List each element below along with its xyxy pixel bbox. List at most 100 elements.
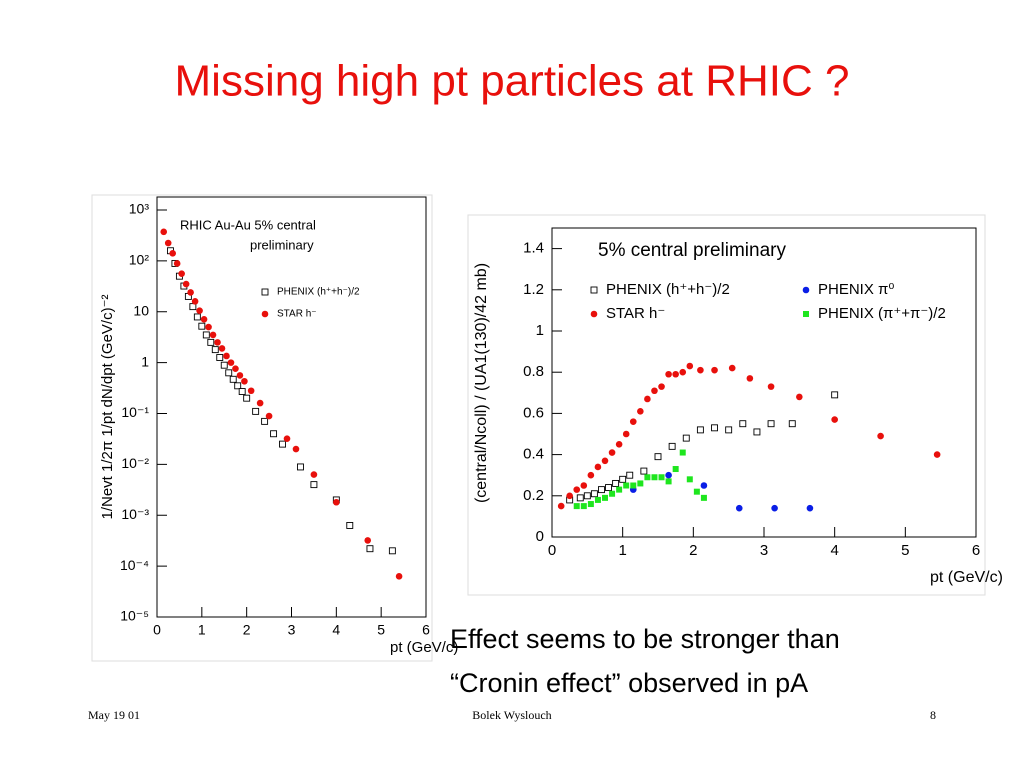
data-point [831,391,839,399]
data-point [725,426,733,434]
y-tick-label: 0.4 [523,446,544,463]
data-point [598,486,605,494]
data-point [630,482,637,489]
data-point [615,441,623,448]
data-point [700,494,707,501]
data-point [629,418,637,425]
data-point [292,445,300,453]
data-point [623,482,630,489]
data-point [160,228,168,236]
data-point [594,496,601,503]
x-tick-label: 4 [332,622,340,638]
x-axis-label: pt (GeV/c) [930,569,1003,586]
y-tick-label: 10⁻⁵ [120,608,149,624]
data-point [767,420,775,428]
legend-marker [803,311,809,317]
annotation: 5% central preliminary [598,240,786,261]
data-point [767,383,775,390]
data-point [193,313,201,321]
data-point [200,316,208,323]
legend-marker [590,310,598,318]
data-point [211,346,219,354]
data-point [665,370,672,378]
data-point [746,375,754,382]
data-point [619,475,627,483]
data-point [877,432,884,440]
data-point [169,249,176,257]
data-point [178,270,185,277]
data-point [590,490,598,498]
data-point [388,547,396,555]
legend-label: PHENIX (h⁺+h⁻)/2 [277,287,360,298]
data-point [182,280,190,288]
data-point [693,488,700,495]
data-point [622,430,630,438]
x-axis-label: pt (GeV/c) [390,639,458,656]
data-point [310,481,318,489]
data-point [207,338,215,346]
data-point [229,375,237,383]
y-tick-label: 10⁻³ [121,506,149,522]
data-point [247,387,255,395]
data-point [580,482,588,489]
y-tick-label: 1 [536,322,544,339]
data-point [297,463,304,471]
x-tick-label: 6 [972,542,980,559]
y-tick-label: 10⁻² [121,455,149,471]
x-tick-label: 1 [618,542,626,559]
data-point [209,331,217,339]
x-tick-label: 5 [901,542,909,559]
data-point [651,474,658,481]
data-point [696,426,704,434]
y-tick-label: 10² [129,252,150,268]
data-point [711,366,718,374]
footer-date: May 19 01 [88,708,140,722]
x-tick-label: 5 [377,622,385,638]
x-tick-label: 4 [830,542,838,559]
data-point [270,430,278,438]
data-point [366,545,374,553]
data-point [831,416,838,423]
x-tick-label: 3 [288,622,296,638]
data-point [205,323,212,331]
legend-label: STAR h⁻ [606,305,665,322]
data-point [364,537,372,544]
data-point [236,372,244,379]
data-point [587,471,595,479]
data-point [644,474,651,481]
data-point [220,361,228,369]
y-tick-label: 10³ [129,201,150,217]
legend-marker [261,310,269,318]
data-point [679,368,687,376]
annotation: preliminary [250,237,314,252]
data-point [605,484,612,492]
data-point [616,486,623,493]
y-tick-label: 1 [141,353,149,369]
data-point [218,345,226,352]
legend-label: PHENIX (h⁺+h⁻)/2 [606,281,730,298]
data-point [644,395,651,403]
y-tick-label: 0.2 [523,487,544,504]
legend-marker [261,288,269,296]
data-point [806,504,814,512]
data-point [232,365,239,372]
data-point [566,492,573,500]
data-point [658,383,665,390]
data-point [612,479,620,487]
y-tick-label: 0 [536,528,544,545]
data-point [686,476,693,483]
data-point [310,471,318,478]
y-tick-label: 10 [133,302,149,318]
x-tick-label: 0 [153,622,161,638]
data-point [933,451,941,458]
data-point [594,463,602,471]
data-point [700,482,708,489]
data-point [626,471,634,479]
data-point [191,298,199,305]
data-point [214,339,221,346]
y-tick-label: 0.8 [523,363,544,380]
x-tick-label: 6 [422,622,430,638]
data-point [216,354,224,361]
